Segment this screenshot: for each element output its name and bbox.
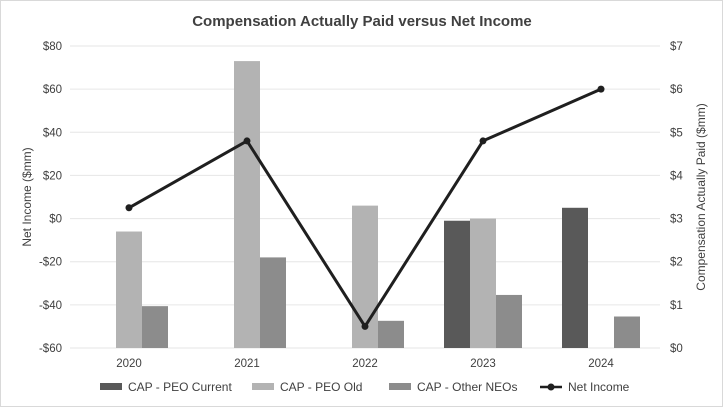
legend-label: CAP - Other NEOs <box>417 380 517 394</box>
left-tick-label: $80 <box>43 41 62 53</box>
legend-item: CAP - Other NEOs <box>389 380 517 394</box>
bar <box>470 218 496 348</box>
right-tick-label: $5 <box>670 127 683 139</box>
left-axis-ticks: $80 $60 $40 $20 $0 -$20 -$40 -$60 <box>39 41 62 355</box>
bars <box>116 61 640 348</box>
bar <box>444 220 470 348</box>
x-tick-label: 2020 <box>116 358 142 370</box>
left-tick-label: -$60 <box>39 343 62 355</box>
left-axis-title: Net Income ($mm) <box>20 147 34 246</box>
bar <box>142 306 168 348</box>
x-axis-ticks: 2020 2021 2022 2023 2024 <box>116 358 614 370</box>
legend-swatch <box>100 383 122 390</box>
left-tick-label: $60 <box>43 84 62 96</box>
bar <box>116 231 142 348</box>
bar <box>234 61 260 348</box>
legend-item: CAP - PEO Old <box>252 380 362 394</box>
net-income-line-series <box>125 85 605 330</box>
right-tick-label: $0 <box>670 343 683 355</box>
right-axis-ticks: $7 $6 $5 $4 $3 $2 $1 $0 <box>670 41 683 355</box>
bar <box>562 207 588 348</box>
right-tick-label: $2 <box>670 257 683 269</box>
x-tick-label: 2023 <box>470 358 496 370</box>
right-tick-label: $4 <box>670 170 683 182</box>
right-tick-label: $1 <box>670 300 683 312</box>
x-tick-label: 2022 <box>352 358 378 370</box>
right-tick-label: $7 <box>670 41 683 53</box>
left-tick-label: $40 <box>43 127 62 139</box>
left-tick-label: $0 <box>49 214 62 226</box>
bar <box>496 294 522 348</box>
bar <box>260 257 286 348</box>
legend-swatch <box>252 383 274 390</box>
legend-item: CAP - PEO Current <box>100 380 232 394</box>
legend-swatch <box>389 383 411 390</box>
net-income-point <box>597 85 605 93</box>
net-income-point <box>125 204 133 212</box>
net-income-point <box>361 322 369 330</box>
x-tick-label: 2024 <box>588 358 614 370</box>
legend-label: Net Income <box>568 380 630 394</box>
chart-title: Compensation Actually Paid versus Net In… <box>192 13 532 30</box>
x-tick-label: 2021 <box>234 358 260 370</box>
left-tick-label: $20 <box>43 170 62 182</box>
legend: CAP - PEO Current CAP - PEO Old CAP - Othe… <box>100 380 630 394</box>
left-tick-label: -$20 <box>39 257 62 269</box>
left-tick-label: -$40 <box>39 300 62 312</box>
bar <box>614 316 640 348</box>
legend-marker <box>547 383 555 391</box>
legend-label: CAP - PEO Current <box>128 380 232 394</box>
bar <box>378 320 404 348</box>
right-tick-label: $3 <box>670 214 683 226</box>
right-axis-title: Compensation Actually Paid ($mm) <box>694 103 708 290</box>
right-tick-label: $6 <box>670 84 683 96</box>
net-income-point <box>243 137 251 145</box>
legend-label: CAP - PEO Old <box>280 380 362 394</box>
legend-item: Net Income <box>540 380 630 394</box>
net-income-point <box>479 137 487 145</box>
